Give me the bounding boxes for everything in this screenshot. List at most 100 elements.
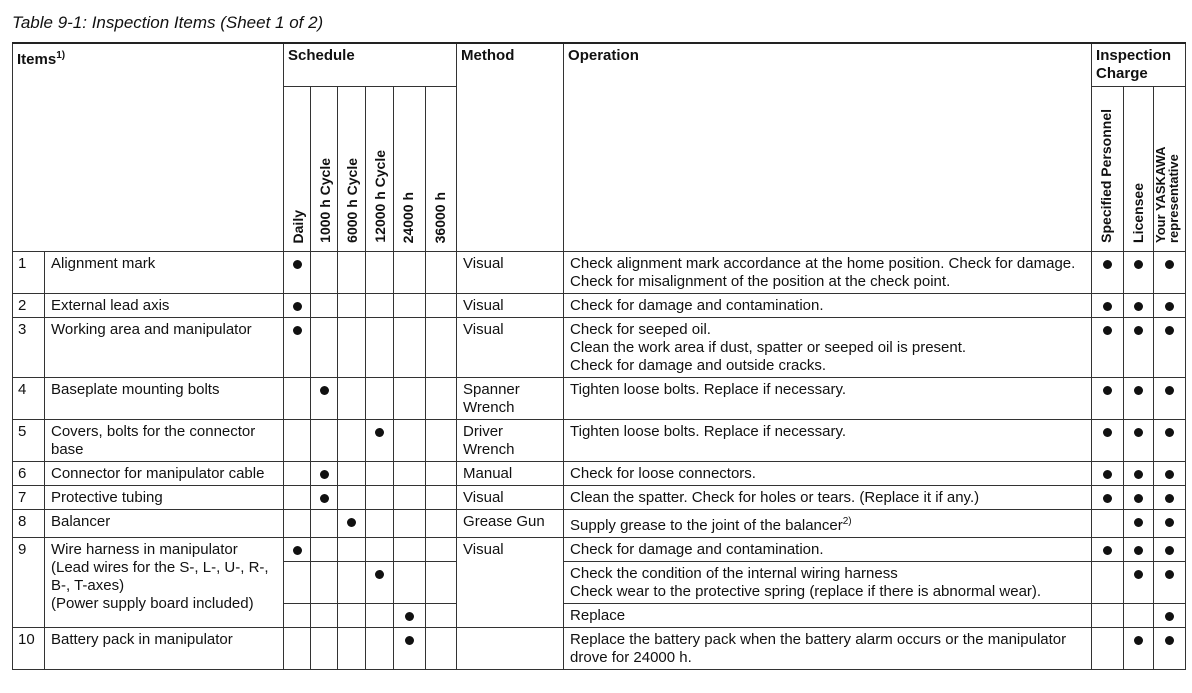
charge-cell-empty (1123, 603, 1155, 628)
charge-cell-marked (1153, 251, 1187, 294)
schedule-cell-empty (393, 251, 426, 294)
operation-cell: Check the condition of the internal wiri… (563, 561, 1093, 604)
bullet-mark (1165, 494, 1175, 503)
header-schedule-col: 1000 h Cycle (310, 86, 338, 252)
schedule-cell-empty (393, 485, 426, 510)
bullet-mark (1165, 428, 1175, 437)
charge-cell-marked (1123, 627, 1155, 670)
operation-cell: Check for damage and contamination. (563, 537, 1093, 562)
charge-cell-marked (1123, 561, 1155, 604)
operation-cell: Check for seeped oil. Clean the work are… (563, 317, 1093, 378)
operation-text: Check for damage and contamination. (570, 297, 824, 314)
bullet-mark (405, 636, 414, 645)
charge-cell-marked (1153, 509, 1187, 538)
item-name: Wire harness in manipulator (Lead wires … (44, 537, 284, 628)
schedule-col-label: 24000 h (400, 191, 416, 243)
item-name: Covers, bolts for the connector base (44, 419, 284, 462)
bullet-mark (1103, 302, 1113, 311)
operation-text: Clean the spatter. Check for holes or te… (570, 489, 980, 506)
schedule-cell-empty (310, 293, 338, 318)
schedule-cell-empty (310, 603, 338, 628)
table-row: 1 Alignment mark Visual Check alignment mar… (12, 251, 1187, 294)
header-row: Items1) Schedule Method Operation Inspection… (12, 42, 1187, 252)
schedule-cell-empty (424, 419, 458, 462)
charge-cell-marked (1123, 377, 1155, 420)
operation-cell: Check for loose connectors. (563, 461, 1093, 486)
schedule-cell-empty (393, 317, 426, 378)
header-schedule: Schedule (282, 42, 458, 87)
schedule-cell-marked (365, 419, 394, 462)
bullet-mark (1165, 260, 1175, 269)
bullet-mark (375, 570, 384, 579)
bullet-mark (1103, 546, 1113, 555)
charge-cell-marked (1153, 293, 1187, 318)
method-cell: Visual (456, 537, 565, 628)
item-number: 5 (12, 419, 45, 462)
method-cell: Driver Wrench (456, 419, 565, 462)
operation-cell: Tighten loose bolts. Replace if necessar… (563, 419, 1093, 462)
table-row: 5 Covers, bolts for the connector base Dri… (12, 419, 1187, 462)
operation-cell: Tighten loose bolts. Replace if necessar… (563, 377, 1093, 420)
schedule-cell-empty (310, 251, 338, 294)
item-number: 9 (12, 537, 45, 628)
schedule-cell-empty (424, 461, 458, 486)
table-row: 2 External lead axis Visual Check for damag… (12, 293, 1187, 318)
bullet-mark (1134, 326, 1144, 335)
schedule-cell-empty (365, 293, 394, 318)
item-name: Working area and manipulator (44, 317, 284, 378)
item-number: 6 (12, 461, 45, 486)
schedule-cell-empty (337, 251, 366, 294)
method-cell: Grease Gun (456, 509, 565, 538)
bullet-mark (1134, 570, 1144, 579)
item-number: 7 (12, 485, 45, 510)
bullet-mark (1165, 518, 1175, 527)
schedule-cell-empty (424, 251, 458, 294)
charge-cell-marked (1123, 461, 1155, 486)
charge-cell-marked (1091, 377, 1125, 420)
schedule-cell-empty (393, 561, 426, 604)
bullet-mark (1165, 612, 1175, 621)
charge-cell-marked (1153, 461, 1187, 486)
schedule-cell-marked (310, 377, 338, 420)
schedule-cell-empty (365, 317, 394, 378)
bullet-mark (347, 518, 356, 527)
schedule-cell-empty (337, 419, 366, 462)
schedule-cell-empty (365, 627, 394, 670)
schedule-cell-marked (365, 561, 394, 604)
operation-text: Tighten loose bolts. Replace if necessar… (570, 381, 847, 398)
charge-cell-marked (1153, 603, 1187, 628)
operation-cell: Replace (563, 603, 1093, 628)
bullet-mark (292, 326, 302, 335)
bullet-mark (375, 428, 384, 437)
charge-cell-marked (1091, 485, 1125, 510)
bullet-mark (1165, 570, 1175, 579)
schedule-cell-empty (283, 419, 311, 462)
schedule-cell-empty (283, 627, 311, 670)
charge-cell-marked (1153, 419, 1187, 462)
schedule-cell-empty (424, 293, 458, 318)
charge-cell-empty (1091, 627, 1125, 670)
charge-cell-marked (1091, 317, 1125, 378)
charge-cell-marked (1123, 293, 1155, 318)
charge-cell-marked (1123, 485, 1155, 510)
schedule-cell-empty (337, 537, 366, 562)
charge-cell-marked (1123, 317, 1155, 378)
table-row: 4 Baseplate mounting bolts Spanner Wrench T… (12, 377, 1187, 420)
header-subrow: Daily 1000 h Cycle 6000 h Cycle 12000 h Cyc… (13, 86, 1187, 252)
schedule-cell-empty (365, 377, 394, 420)
bullet-mark (1165, 546, 1175, 555)
item-number: 2 (12, 293, 45, 318)
schedule-cell-marked (283, 251, 311, 294)
charge-cell-marked (1123, 419, 1155, 462)
bullet-mark (405, 612, 414, 621)
item-name: External lead axis (44, 293, 284, 318)
item-number: 8 (12, 509, 45, 538)
schedule-cell-empty (424, 627, 458, 670)
method-cell (456, 627, 565, 670)
schedule-cell-empty (424, 509, 458, 538)
schedule-cell-empty (365, 251, 394, 294)
charge-cell-empty (1091, 509, 1125, 538)
schedule-col-label: Daily (290, 209, 306, 243)
header-charge-col: Your YASKAWA representative (1153, 86, 1187, 252)
header-charge-col: Licensee (1123, 86, 1155, 252)
